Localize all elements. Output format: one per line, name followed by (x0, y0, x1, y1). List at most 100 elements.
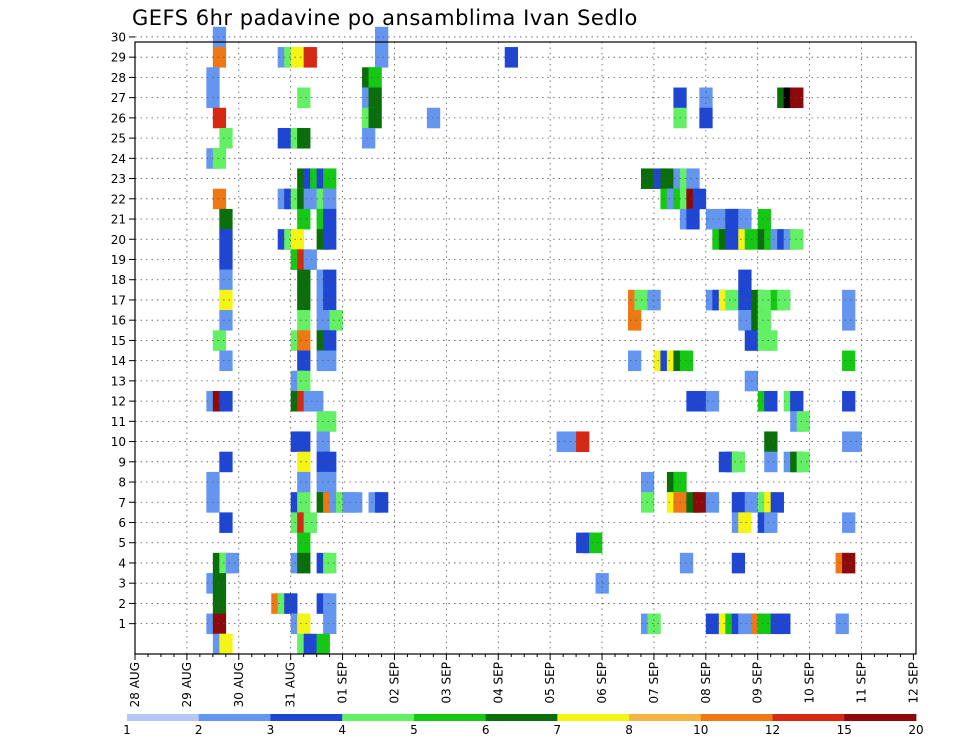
legend-label: 1 (123, 723, 131, 737)
legend-label: 7 (554, 723, 562, 737)
heatmap-cell (842, 552, 856, 574)
heatmap-cell (790, 229, 804, 250)
heatmap-cell (627, 350, 642, 372)
heatmap-cell (323, 593, 337, 614)
heatmap-cell (212, 188, 227, 210)
heatmap-cell (303, 47, 317, 68)
heatmap-cell (738, 269, 752, 291)
y-tick-label: 20 (111, 233, 126, 247)
y-tick-label: 23 (111, 172, 126, 186)
heatmap-cell (290, 229, 304, 250)
heatmap-cell (297, 289, 311, 311)
plot-frame (134, 41, 917, 655)
heatmap-cell (219, 633, 233, 655)
x-tick-label: 07 SEP (647, 662, 661, 704)
heatmap-cell (647, 613, 661, 635)
heatmap-cell (297, 330, 311, 351)
heatmap-cell (212, 47, 227, 68)
y-tick-label: 19 (111, 253, 126, 267)
y-tick-label: 24 (111, 152, 126, 166)
heatmap-cell (738, 289, 752, 311)
heatmap-cell (848, 431, 862, 452)
heatmap-cell (842, 350, 856, 372)
heatmap-cell (790, 390, 804, 412)
heatmap-cell (225, 552, 240, 574)
heatmap-cell (375, 492, 389, 513)
legend-swatch (844, 714, 917, 721)
heatmap-cell (297, 532, 311, 554)
x-tick-label: 10 SEP (803, 662, 817, 704)
heatmap-cell (297, 613, 311, 635)
heatmap-cell (595, 573, 609, 594)
heatmap-cell (375, 26, 389, 48)
y-tick-label: 1 (118, 617, 126, 631)
heatmap-cell (297, 471, 311, 493)
heatmap-cell (679, 350, 694, 372)
heatmap-cell (219, 208, 233, 230)
x-tick-label: 09 SEP (751, 662, 765, 704)
legend-swatch (413, 714, 487, 721)
legend-label: 15 (837, 723, 852, 737)
heatmap-cell (297, 370, 311, 392)
heatmap-cell (323, 208, 337, 230)
heatmap-cell (297, 269, 311, 291)
y-tick-label: 17 (111, 293, 126, 307)
heatmap-cell (368, 107, 382, 129)
x-tick-label: 29 AUG (180, 662, 194, 707)
heatmap-cell (796, 411, 810, 432)
legend-label: 3 (267, 723, 275, 737)
heatmap-cell (757, 613, 771, 635)
y-tick-label: 15 (111, 334, 126, 348)
legend-swatch (700, 714, 773, 721)
heatmap-cell (316, 633, 330, 655)
heatmap-cell (368, 67, 382, 88)
heatmap-cell (699, 107, 713, 129)
heatmap-cell (323, 229, 337, 250)
heatmap-cell (323, 289, 337, 311)
heatmap-cell (219, 350, 233, 372)
legend-swatch (342, 714, 415, 721)
heatmap-cell (627, 310, 642, 331)
heatmap-cell (303, 512, 317, 533)
heatmap-cell (297, 127, 311, 149)
heatmap-cell (219, 289, 233, 311)
x-tick-label: 04 SEP (491, 662, 505, 704)
heatmap-cell (323, 451, 337, 473)
heatmap-cell (757, 310, 771, 331)
x-tick-label: 28 AUG (128, 662, 142, 707)
legend-swatch (127, 714, 200, 721)
y-tick-label: 26 (111, 111, 126, 125)
heatmap-cell (692, 492, 707, 513)
y-tick-label: 9 (118, 455, 126, 469)
heatmap-cell (842, 310, 856, 331)
heatmap-cell (764, 512, 778, 533)
y-tick-label: 22 (111, 192, 126, 206)
heatmap-cell (842, 512, 856, 533)
heatmap-cell (686, 168, 700, 189)
heatmap-cell (297, 208, 311, 230)
heatmap-cell (212, 593, 227, 614)
heatmap-cell (297, 87, 311, 109)
legend-label: 8 (625, 723, 633, 737)
heatmap-cell (323, 188, 337, 210)
x-tick-label: 05 SEP (543, 662, 557, 704)
heatmap-cell (790, 87, 804, 109)
y-tick-label: 6 (118, 516, 126, 530)
legend-swatch (198, 714, 271, 721)
heatmap-cell (842, 390, 856, 412)
heatmap-cell (686, 208, 700, 230)
heatmap-cell (329, 310, 343, 331)
heatmap-cell (777, 613, 791, 635)
y-tick-label: 10 (111, 435, 126, 449)
heatmap-cell (764, 390, 778, 412)
heatmap-cells (206, 26, 862, 655)
heatmap-cell (835, 613, 849, 635)
heatmap-cell (323, 552, 337, 574)
heatmap-cell (576, 431, 590, 452)
y-tick-label: 29 (111, 51, 126, 65)
heatmap-cell (426, 107, 441, 129)
y-tick-label: 28 (111, 71, 126, 85)
heatmap-cell (290, 47, 304, 68)
heatmap-cell (647, 289, 661, 311)
x-tick-label: 01 SEP (336, 662, 350, 704)
